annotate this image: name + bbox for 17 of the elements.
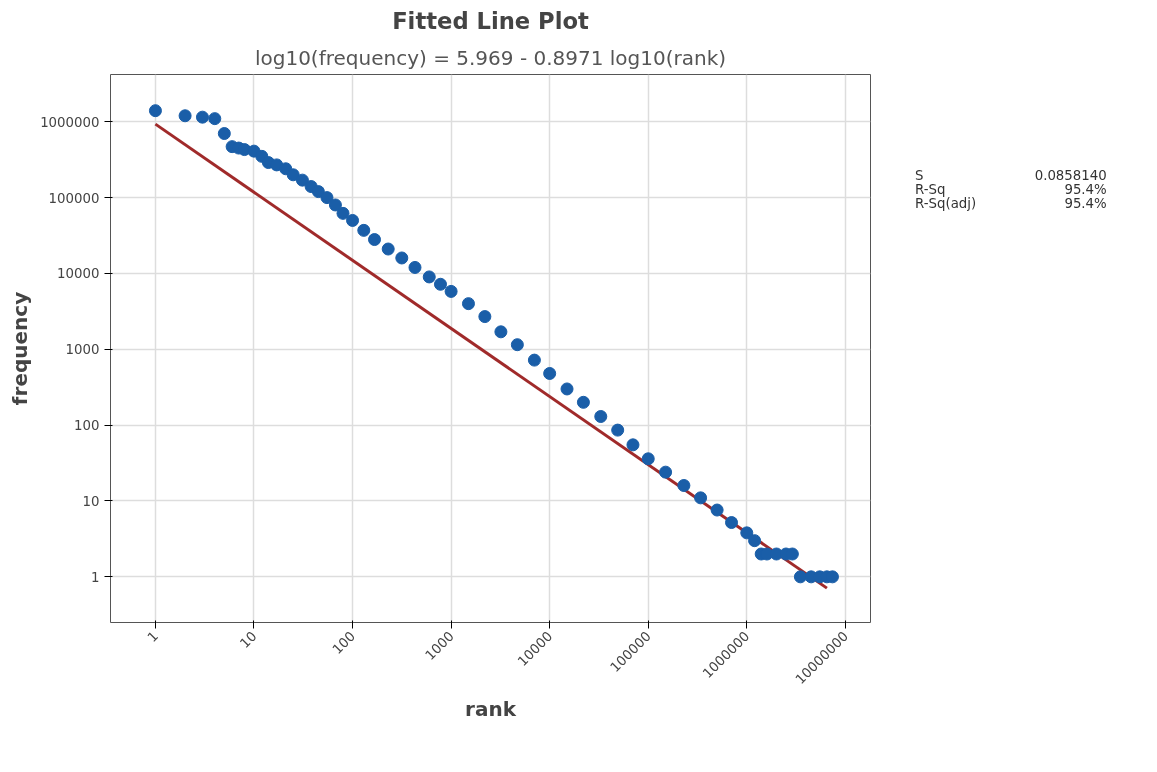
chart-title: Fitted Line Plot bbox=[392, 7, 590, 34]
y-tick-label: 10 bbox=[82, 493, 100, 509]
x-axis-title: rank bbox=[465, 696, 517, 721]
text: R-Sq(adj) 95.4% bbox=[914, 196, 1107, 212]
text: S 0.0858140 bbox=[914, 167, 1107, 184]
y-tick-label: 10000 bbox=[57, 266, 100, 282]
y-tick-label: 1000 bbox=[65, 342, 100, 358]
x-tick-label: 10 bbox=[237, 628, 260, 652]
y-tick-label: 100 bbox=[74, 418, 100, 434]
y-tick-label: 100000 bbox=[48, 190, 100, 206]
y-tick-label: 1 bbox=[91, 569, 100, 585]
x-tick-label: 100 bbox=[329, 628, 359, 658]
y-axis-title: frequency bbox=[8, 291, 33, 406]
chart-subtitle: log10(frequency) = 5.969 - 0.8971 log10(rank) bbox=[254, 45, 727, 70]
text: R-Sq 95.4% bbox=[914, 181, 1107, 197]
x-tick-label: 1 bbox=[144, 628, 162, 646]
y-tick-label: 1000000 bbox=[40, 114, 100, 130]
